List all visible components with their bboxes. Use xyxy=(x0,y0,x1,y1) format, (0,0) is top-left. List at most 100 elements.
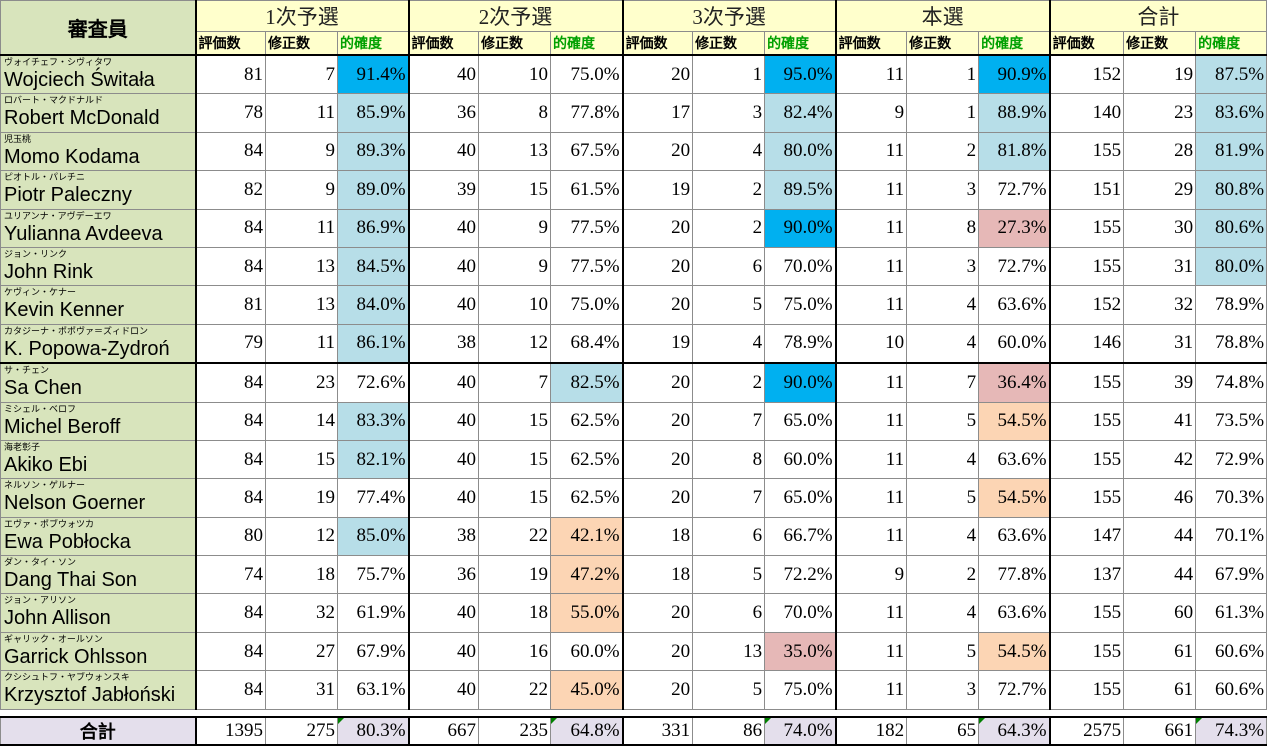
total-row: 合計 1395 275 80.3% 667 235 64.8% 331 86 74.0% 182 65… xyxy=(0,715,1268,746)
count-header: 評価数 xyxy=(621,31,694,56)
accuracy-cell: 95.0% xyxy=(764,54,837,95)
count-cell: 11 xyxy=(834,208,908,248)
count-cell: 40 xyxy=(407,439,480,480)
corrections-cell: 22 xyxy=(478,516,552,557)
accuracy-cell: 35.0% xyxy=(764,631,837,672)
juror-kana: ケヴィン・ケナー xyxy=(4,288,77,299)
corrections-cell: 7 xyxy=(692,401,766,441)
juror-name: Piotr Paleczny xyxy=(4,184,132,207)
juror-name-cell: ダン・タイ・ソン Dang Thai Son xyxy=(0,555,196,595)
total-count-cell: 331 xyxy=(621,715,694,746)
corrections-cell: 23 xyxy=(265,362,338,403)
accuracy-cell: 60.0% xyxy=(764,439,837,480)
juror-name: Robert McDonald xyxy=(4,107,160,130)
table-row: ダン・タイ・ソン Dang Thai Son 74 18 75.7% 36 19 47.2% 1… xyxy=(0,555,1268,595)
corrections-cell: 30 xyxy=(1123,208,1197,248)
count-cell: 20 xyxy=(621,478,694,518)
juror-name: Garrick Ohlsson xyxy=(4,645,148,668)
accuracy-cell: 54.5% xyxy=(978,631,1051,672)
corrections-cell: 2 xyxy=(906,131,980,172)
formula-indicator xyxy=(1196,718,1203,724)
corrections-cell: 32 xyxy=(1123,285,1197,325)
count-cell: 20 xyxy=(621,246,694,287)
corrections-cell: 8 xyxy=(906,208,980,248)
accuracy-cell: 70.3% xyxy=(1195,478,1268,518)
total-label: 合計 xyxy=(0,715,196,746)
accuracy-cell: 62.5% xyxy=(550,401,624,441)
count-cell: 84 xyxy=(194,246,266,287)
corrections-cell: 31 xyxy=(1123,246,1197,287)
corrections-cell: 11 xyxy=(265,323,338,364)
accuracy-cell: 75.0% xyxy=(550,285,624,325)
corrections-cell: 13 xyxy=(265,285,338,325)
count-cell: 40 xyxy=(407,131,480,172)
total-count-cell: 182 xyxy=(834,715,908,746)
formula-indicator xyxy=(765,718,772,724)
count-cell: 84 xyxy=(194,208,266,248)
juror-kana: ジョン・アリソン xyxy=(4,596,77,607)
count-cell: 20 xyxy=(621,631,694,672)
accuracy-cell: 60.0% xyxy=(978,323,1051,364)
juror-name: Momo Kodama xyxy=(4,145,140,168)
accuracy-cell: 85.9% xyxy=(336,93,410,133)
accuracy-cell: 77.8% xyxy=(550,93,624,133)
corrections-cell: 12 xyxy=(265,516,338,557)
juror-kana: ジョン・リンク xyxy=(4,249,68,260)
count-cell: 84 xyxy=(194,670,266,710)
juror-name-cell: ミシェル・ベロフ Michel Beroff xyxy=(0,401,196,441)
juror-kana: エヴァ・ポブウォツカ xyxy=(4,519,95,530)
accuracy-cell: 75.0% xyxy=(764,285,837,325)
juror-kana: 児玉桃 xyxy=(4,134,32,145)
corrections-cell: 27 xyxy=(265,631,338,672)
juror-name-cell: ヴォイチェフ・シヴィタワ Wojciech Świtała xyxy=(0,54,196,95)
count-cell: 11 xyxy=(834,593,908,633)
corrections-cell: 44 xyxy=(1123,555,1197,595)
count-cell: 84 xyxy=(194,631,266,672)
juror-name-cell: 児玉桃 Momo Kodama xyxy=(0,131,196,172)
count-cell: 38 xyxy=(407,516,480,557)
accuracy-cell: 66.7% xyxy=(764,516,837,557)
count-header: 評価数 xyxy=(407,31,480,56)
corrections-cell: 9 xyxy=(265,170,338,210)
corrections-cell: 4 xyxy=(906,593,980,633)
count-cell: 84 xyxy=(194,478,266,518)
count-cell: 155 xyxy=(1048,362,1125,403)
count-cell: 40 xyxy=(407,401,480,441)
corrections-cell: 4 xyxy=(692,131,766,172)
corrections-cell: 5 xyxy=(692,670,766,710)
accuracy-cell: 82.5% xyxy=(550,362,624,403)
count-cell: 40 xyxy=(407,670,480,710)
corrections-cell: 19 xyxy=(478,555,552,595)
accuracy-cell: 75.7% xyxy=(336,555,410,595)
count-cell: 17 xyxy=(621,93,694,133)
count-cell: 19 xyxy=(621,170,694,210)
juror-kana: サ・チェン xyxy=(4,366,50,377)
juror-kana: ギャリック・オールソン xyxy=(4,634,103,645)
corrections-cell: 31 xyxy=(265,670,338,710)
table-row: ギャリック・オールソン Garrick Ohlsson 84 27 67.9% 40 16 6… xyxy=(0,631,1268,672)
corrections-cell: 18 xyxy=(265,555,338,595)
juror-name-cell: ユリアンナ・アヴデーエワ Yulianna Avdeeva xyxy=(0,208,196,248)
corrections-cell: 13 xyxy=(692,631,766,672)
accuracy-cell: 68.4% xyxy=(550,323,624,364)
table-row: ネルソン・ゲルナー Nelson Goerner 84 19 77.4% 40 15 62.5… xyxy=(0,478,1268,518)
corrections-cell: 4 xyxy=(906,285,980,325)
formula-indicator xyxy=(338,718,344,724)
corrections-cell: 11 xyxy=(265,208,338,248)
accuracy-cell: 42.1% xyxy=(550,516,624,557)
corrections-cell: 6 xyxy=(692,593,766,633)
table-row: ロバート・マクドナルド Robert McDonald 78 11 85.9% 36 8 77… xyxy=(0,93,1268,133)
corrections-cell: 9 xyxy=(265,131,338,172)
corrections-cell: 28 xyxy=(1123,131,1197,172)
accuracy-cell: 81.8% xyxy=(978,131,1051,172)
accuracy-cell: 67.9% xyxy=(1195,555,1268,595)
group-header-round2: 2次予選 xyxy=(407,0,624,32)
count-cell: 155 xyxy=(1048,439,1125,480)
count-cell: 84 xyxy=(194,131,266,172)
count-cell: 11 xyxy=(834,439,908,480)
total-count-cell: 1395 xyxy=(194,715,266,746)
juror-name: Dang Thai Son xyxy=(4,569,138,592)
corrections-cell: 11 xyxy=(265,93,338,133)
corrections-cell: 8 xyxy=(692,439,766,480)
count-cell: 81 xyxy=(194,54,266,95)
